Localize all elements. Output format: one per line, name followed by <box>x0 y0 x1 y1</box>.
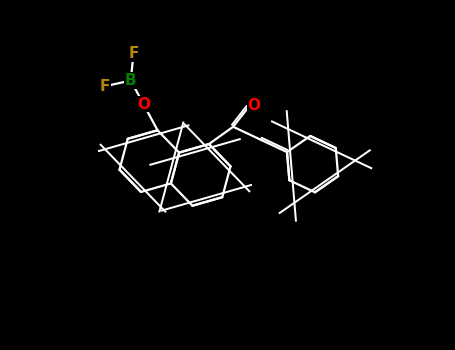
Text: O: O <box>248 98 260 113</box>
Text: F: F <box>100 79 110 94</box>
Text: B: B <box>125 73 136 88</box>
Text: O: O <box>137 97 150 112</box>
Text: F: F <box>128 46 139 61</box>
